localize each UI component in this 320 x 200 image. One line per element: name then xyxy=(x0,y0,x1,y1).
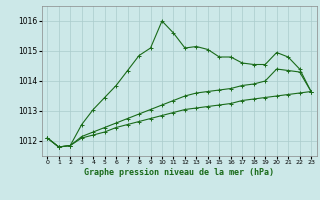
X-axis label: Graphe pression niveau de la mer (hPa): Graphe pression niveau de la mer (hPa) xyxy=(84,168,274,177)
